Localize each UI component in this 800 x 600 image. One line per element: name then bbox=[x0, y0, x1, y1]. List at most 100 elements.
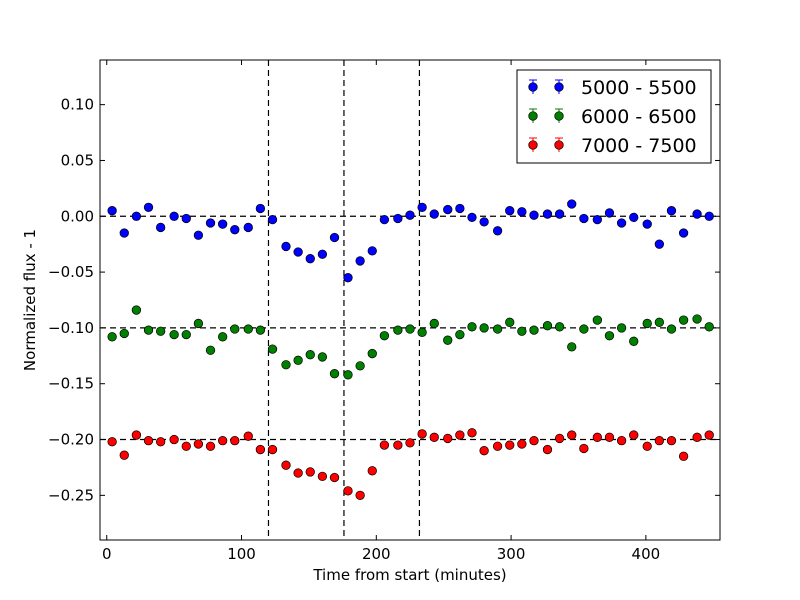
data-point-series-2 bbox=[205, 441, 216, 451]
data-point-series-2 bbox=[542, 444, 553, 455]
data-point-series-2 bbox=[517, 439, 527, 449]
data-point-series-0 bbox=[479, 217, 489, 227]
legend-label: 5000 - 5500 bbox=[581, 77, 697, 99]
data-point-series-2 bbox=[293, 468, 303, 478]
data-point-series-0 bbox=[107, 206, 117, 216]
data-point-series-0 bbox=[505, 206, 515, 216]
data-point-series-0 bbox=[329, 232, 340, 243]
data-point-series-2 bbox=[143, 436, 154, 446]
data-point-series-1 bbox=[281, 360, 291, 370]
x-tick-label: 400 bbox=[632, 545, 661, 563]
data-point-series-0 bbox=[317, 249, 328, 259]
data-point-series-0 bbox=[267, 214, 278, 225]
data-point-series-1 bbox=[379, 331, 390, 341]
data-markers bbox=[107, 199, 714, 500]
data-point-series-0 bbox=[642, 219, 652, 229]
data-point-series-2 bbox=[567, 430, 577, 440]
data-point-series-2 bbox=[181, 441, 191, 451]
data-point-series-2 bbox=[305, 467, 315, 477]
y-tick-label: 0.00 bbox=[61, 207, 94, 225]
data-point-series-2 bbox=[666, 436, 677, 446]
data-point-series-2 bbox=[193, 439, 204, 449]
data-point-series-2 bbox=[592, 432, 602, 442]
data-point-series-2 bbox=[429, 432, 439, 442]
data-point-series-0 bbox=[379, 214, 390, 225]
y-tick-label: −0.05 bbox=[48, 263, 94, 281]
data-point-series-2 bbox=[267, 444, 278, 455]
data-point-series-0 bbox=[143, 202, 154, 212]
data-point-series-0 bbox=[205, 218, 216, 228]
x-tick-label: 300 bbox=[497, 545, 526, 563]
data-point-series-1 bbox=[692, 314, 702, 324]
data-point-series-2 bbox=[329, 472, 340, 483]
data-point-series-0 bbox=[367, 246, 377, 256]
data-point-series-0 bbox=[579, 213, 589, 224]
data-point-series-1 bbox=[417, 327, 427, 338]
data-point-series-2 bbox=[393, 440, 403, 450]
data-point-series-2 bbox=[604, 432, 615, 442]
data-point-series-1 bbox=[492, 324, 503, 334]
data-point-series-1 bbox=[156, 326, 166, 336]
data-point-series-1 bbox=[455, 329, 465, 340]
data-point-series-0 bbox=[181, 213, 191, 224]
data-point-series-1 bbox=[367, 348, 377, 359]
data-point-series-1 bbox=[169, 329, 179, 340]
data-point-series-0 bbox=[405, 210, 415, 220]
data-point-series-1 bbox=[393, 325, 403, 335]
data-point-series-0 bbox=[343, 273, 353, 283]
legend-marker bbox=[528, 111, 538, 121]
data-point-series-2 bbox=[218, 436, 228, 446]
data-point-series-0 bbox=[455, 203, 465, 214]
data-point-series-2 bbox=[417, 429, 427, 439]
data-point-series-1 bbox=[654, 317, 664, 327]
data-point-series-0 bbox=[429, 209, 439, 219]
data-point-series-1 bbox=[119, 328, 129, 339]
data-point-series-2 bbox=[443, 433, 453, 444]
legend-marker bbox=[554, 82, 564, 92]
data-point-series-1 bbox=[429, 318, 439, 329]
data-point-series-0 bbox=[616, 218, 627, 228]
data-point-series-0 bbox=[654, 239, 664, 249]
data-point-series-0 bbox=[443, 204, 453, 215]
data-point-series-2 bbox=[367, 466, 377, 476]
x-tick-label: 0 bbox=[102, 545, 112, 563]
data-point-series-2 bbox=[405, 438, 415, 448]
y-tick-label: 0.10 bbox=[61, 96, 94, 114]
data-point-series-1 bbox=[467, 322, 477, 332]
y-tick-label: −0.25 bbox=[48, 486, 94, 504]
data-point-series-1 bbox=[205, 345, 216, 355]
data-point-series-0 bbox=[119, 228, 129, 238]
data-point-series-1 bbox=[642, 318, 652, 329]
data-point-series-0 bbox=[492, 226, 503, 236]
data-point-series-1 bbox=[317, 352, 328, 362]
legend-label: 6000 - 6500 bbox=[581, 106, 697, 128]
data-point-series-2 bbox=[230, 436, 240, 446]
data-point-series-1 bbox=[405, 324, 415, 334]
data-point-series-2 bbox=[119, 450, 129, 460]
data-point-series-2 bbox=[281, 460, 291, 470]
data-point-series-0 bbox=[604, 208, 615, 218]
data-point-series-2 bbox=[629, 430, 639, 440]
data-point-series-0 bbox=[542, 209, 553, 219]
legend-box bbox=[516, 69, 712, 164]
data-point-series-1 bbox=[193, 318, 204, 329]
data-point-series-1 bbox=[554, 322, 565, 332]
data-point-series-1 bbox=[255, 325, 266, 335]
data-point-series-2 bbox=[492, 441, 503, 451]
data-point-series-2 bbox=[642, 441, 652, 451]
data-point-series-1 bbox=[343, 370, 353, 380]
data-point-series-0 bbox=[393, 213, 403, 224]
data-point-series-1 bbox=[542, 321, 553, 331]
data-point-series-2 bbox=[455, 430, 465, 440]
y-tick-label: −0.15 bbox=[48, 375, 94, 393]
data-point-series-1 bbox=[592, 315, 602, 325]
data-point-series-0 bbox=[255, 203, 266, 214]
data-point-series-1 bbox=[181, 329, 191, 340]
data-point-series-2 bbox=[704, 430, 714, 440]
data-point-series-1 bbox=[678, 315, 689, 325]
data-point-series-0 bbox=[293, 247, 303, 257]
y-tick-label: −0.10 bbox=[48, 319, 94, 337]
y-tick-label: 0.05 bbox=[61, 151, 94, 169]
data-point-series-1 bbox=[529, 325, 539, 335]
